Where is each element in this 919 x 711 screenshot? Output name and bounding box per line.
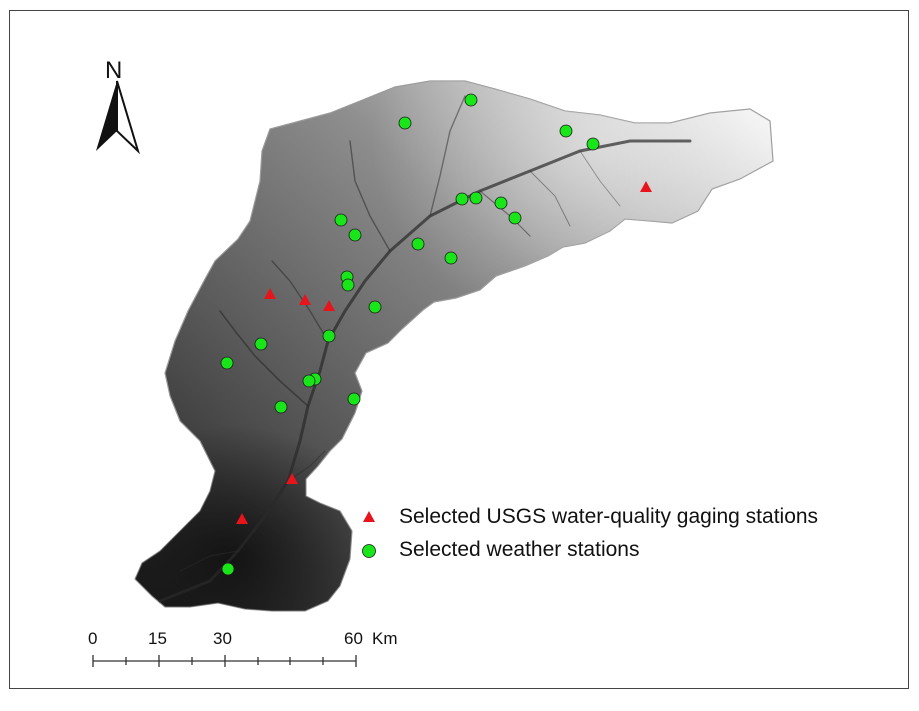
weather-station[interactable] [469, 191, 483, 205]
gaging-station[interactable] [640, 181, 652, 192]
weather-station[interactable] [348, 228, 362, 242]
weather-station[interactable] [494, 196, 508, 210]
gaging-station[interactable] [286, 473, 298, 484]
scale-bar [92, 655, 357, 667]
weather-station[interactable] [341, 278, 355, 292]
weather-station[interactable] [334, 213, 348, 227]
weather-station[interactable] [455, 192, 469, 206]
scale-tick-15: 15 [148, 629, 167, 648]
legend-gaging-label: Selected USGS water-quality gaging stati… [399, 505, 819, 528]
scale-unit: Km [372, 629, 398, 648]
map-canvas [92, 80, 774, 667]
weather-station[interactable] [398, 116, 412, 130]
scale-tick-0: 0 [88, 629, 98, 648]
map-frame: N Selected USGS water-quality gaging sta… [9, 10, 909, 689]
gaging-station[interactable] [264, 288, 276, 299]
weather-station[interactable] [464, 93, 478, 107]
weather-station[interactable] [302, 374, 316, 388]
scale-tick-60: 60 [344, 629, 363, 648]
weather-station[interactable] [368, 300, 382, 314]
weather-station[interactable] [220, 356, 234, 370]
weather-station[interactable] [221, 562, 235, 576]
gaging-station[interactable] [236, 513, 248, 524]
gaging-station[interactable] [323, 300, 335, 311]
weather-station[interactable] [586, 137, 600, 151]
weather-station[interactable] [274, 400, 288, 414]
legend-gaging: Selected USGS water-quality gaging stati… [399, 505, 818, 529]
weather-station[interactable] [254, 337, 268, 351]
weather-station[interactable] [347, 392, 361, 406]
legend-weather: Selected weather stations [399, 538, 639, 562]
weather-station[interactable] [508, 211, 522, 225]
weather-station[interactable] [322, 329, 336, 343]
legend-circle-icon [362, 544, 376, 558]
weather-station[interactable] [559, 124, 573, 138]
north-label: N [105, 57, 123, 84]
weather-station[interactable] [444, 251, 458, 265]
legend-weather-label: Selected weather stations [399, 538, 640, 561]
legend-triangle-icon [363, 511, 375, 522]
weather-station[interactable] [411, 237, 425, 251]
gaging-stations-layer [236, 181, 652, 524]
river-network [158, 95, 692, 603]
weather-stations-layer [220, 93, 600, 576]
watershed-shade-ridge [135, 81, 773, 611]
north-arrow-icon [96, 80, 141, 155]
gaging-station[interactable] [299, 294, 311, 305]
scale-tick-30: 30 [213, 629, 232, 648]
